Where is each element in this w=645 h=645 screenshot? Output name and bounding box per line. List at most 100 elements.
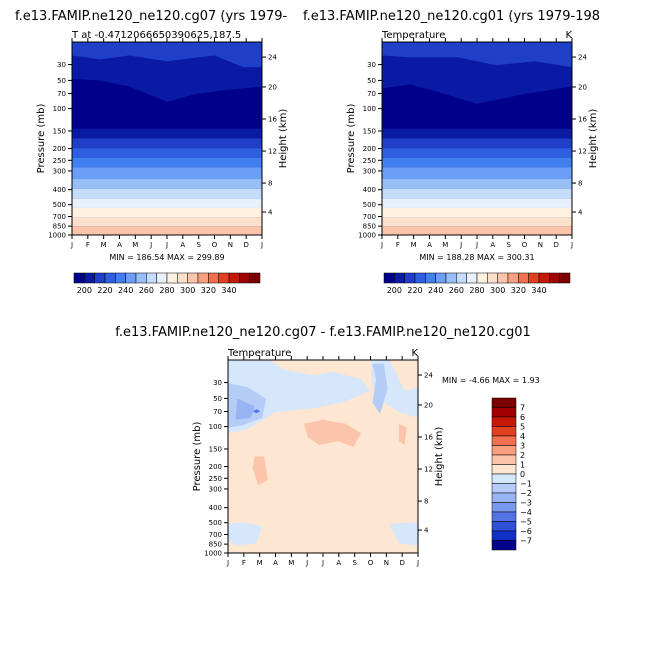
colorbar-horizontal: 200 220 240 260 280 300 320 340 [73, 272, 261, 295]
y-tick-label: 400 [209, 504, 222, 512]
colorbar-swatch [125, 272, 137, 284]
x-tick-label: M [132, 241, 138, 249]
y-tick-label: 150 [53, 127, 66, 135]
y2-tick-label: 12 [578, 148, 587, 156]
colorbar-swatch [487, 272, 498, 284]
panel-2-title: f.e13.FAMIP.ne120_ne120.cg01 (yrs 1979-1… [303, 9, 600, 24]
colorbar-swatch [491, 521, 517, 532]
colorbar-swatch [425, 272, 436, 284]
y-tick-label: 700 [53, 213, 66, 221]
colorbar-label: 260 [139, 286, 154, 295]
x-tick-label: O [522, 241, 528, 249]
contour-band [382, 226, 572, 235]
x-tick-label: D [399, 559, 404, 567]
colorbar-label: 6 [520, 413, 525, 422]
colorbar-swatch [228, 272, 240, 284]
y-axis-title: Pressure (mb) [346, 104, 357, 174]
contour-band [72, 188, 262, 199]
left-label: T at -0.4712066650390625,187.5 [71, 30, 241, 41]
colorbar-swatch [528, 272, 540, 284]
x-tick-label: O [368, 559, 374, 567]
x-tick-label: N [228, 241, 233, 249]
colorbar-swatch [491, 540, 517, 551]
x-tick-label: J [70, 241, 73, 249]
colorbar-swatch [197, 272, 209, 284]
colorbar-swatch [491, 407, 517, 418]
x-tick-label: S [506, 241, 511, 249]
x-tick-label: A [180, 241, 185, 249]
x-tick-label: N [384, 559, 389, 567]
y2-tick-label: 20 [578, 83, 587, 91]
y2-tick-label: 4 [578, 209, 583, 217]
y-tick-label: 1000 [204, 550, 222, 558]
x-tick-label: F [86, 241, 90, 249]
x-tick-label: J [260, 241, 263, 249]
colorbar-swatch [115, 272, 126, 284]
colorbar-label: 340 [531, 286, 546, 295]
y-tick-label: 1000 [48, 232, 66, 240]
contour-band [72, 217, 262, 227]
colorbar-label: 340 [221, 286, 236, 295]
colorbar-swatch [146, 272, 157, 284]
contour-region [252, 409, 261, 414]
y-tick-label: 70 [213, 408, 222, 416]
x-tick-label: A [117, 241, 122, 249]
colorbar-swatch [187, 272, 199, 284]
y-tick-label: 850 [53, 223, 66, 231]
colorbar-label: −3 [520, 499, 532, 508]
contour-band [72, 157, 262, 168]
y-tick-label: 100 [363, 105, 376, 113]
y2-tick-label: 24 [268, 54, 277, 62]
y2-tick-label: 8 [268, 180, 272, 188]
panel-3-minmax: MIN = -4.66 MAX = 1.93 [442, 376, 540, 385]
y-tick-label: 700 [209, 531, 222, 539]
y-tick-label: 30 [367, 61, 376, 69]
contour-band [382, 42, 572, 68]
x-tick-label: A [273, 559, 278, 567]
colorbar-label: 200 [387, 286, 402, 295]
x-tick-label: F [396, 241, 400, 249]
colorbar-swatch [414, 272, 426, 284]
contour-region [372, 363, 388, 414]
x-tick-label: D [243, 241, 248, 249]
colorbar-swatch [491, 454, 517, 465]
colorbar-swatch [518, 272, 529, 284]
y-tick-label: 300 [53, 167, 66, 175]
y-tick-label: 850 [363, 223, 376, 231]
contour-band [382, 148, 572, 158]
x-tick-label: S [196, 241, 201, 249]
contour-band [72, 148, 262, 158]
x-tick-label: N [538, 241, 543, 249]
x-tick-label: J [570, 241, 573, 249]
contour-band [72, 167, 262, 180]
panel-2: J F M A M J J A S O N D J 30 50 70 100 150 200 250 300 400 500… [346, 30, 599, 249]
y-tick-label: 200 [53, 145, 66, 153]
y-tick-label: 200 [209, 463, 222, 471]
x-tick-label: M [257, 559, 263, 567]
contour-region [389, 522, 418, 546]
y-tick-label: 300 [363, 167, 376, 175]
colorbar-label: 280 [159, 286, 174, 295]
colorbar-swatch [94, 272, 106, 284]
y2-axis-title: Height (km) [588, 109, 599, 169]
colorbar-swatch [456, 272, 467, 284]
colorbar-swatch [104, 272, 116, 284]
colorbar-swatch [491, 530, 517, 541]
contour-region [235, 398, 255, 420]
colorbar-label: 320 [511, 286, 526, 295]
y-tick-label: 400 [53, 186, 66, 194]
y2-tick-label: 16 [424, 434, 433, 442]
colorbar-label: 260 [449, 286, 464, 295]
colorbar-swatch [491, 473, 517, 484]
colorbar-swatch [84, 272, 95, 284]
y-tick-label: 300 [209, 485, 222, 493]
y-tick-label: 400 [363, 186, 376, 194]
contour-band [382, 128, 572, 139]
colorbar-swatch [538, 272, 550, 284]
contour-band [382, 167, 572, 180]
colorbar-label: 300 [490, 286, 505, 295]
y-tick-label: 500 [209, 519, 222, 527]
contour-band [72, 226, 262, 235]
y-tick-label: 850 [209, 541, 222, 549]
y2-tick-label: 24 [424, 372, 433, 380]
